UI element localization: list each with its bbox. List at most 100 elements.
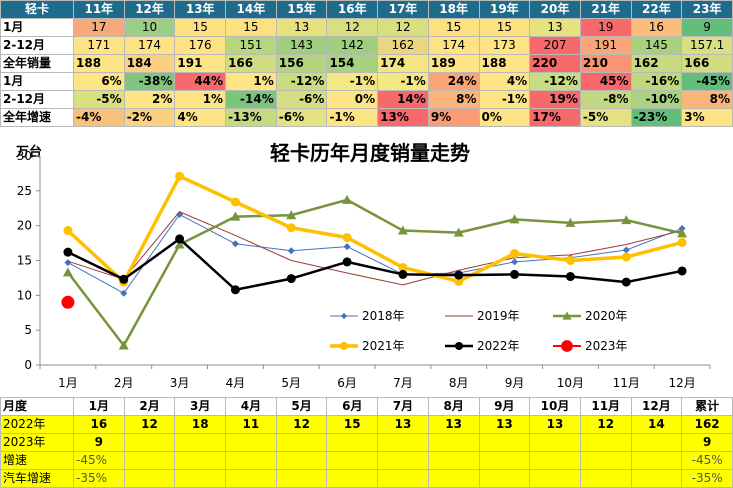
table-cell: -5% <box>73 90 125 109</box>
table-cell: -6% <box>275 108 328 127</box>
table-cell: 162 <box>377 36 429 55</box>
series-line <box>67 214 683 294</box>
data-point <box>174 239 185 249</box>
row-label: 1月 <box>0 18 74 37</box>
table-cell: -8% <box>579 90 632 109</box>
table-cell <box>529 469 581 488</box>
data-point <box>286 210 297 220</box>
table-cell: 14 <box>630 415 683 434</box>
data-point <box>510 249 520 259</box>
table-cell <box>225 433 277 452</box>
month-header: 7月 <box>377 397 429 416</box>
y-axis-label: 万台 <box>15 144 42 160</box>
data-point <box>63 247 73 257</box>
year-header: 19年 <box>478 0 531 19</box>
data-point <box>231 240 239 248</box>
table-cell: 10 <box>123 18 176 37</box>
table-cell <box>427 433 480 452</box>
data-point <box>286 274 296 284</box>
y-tick-label: 15 <box>17 254 32 268</box>
x-tick-label: 11月 <box>613 376 640 390</box>
table-cell: 4% <box>174 108 227 127</box>
data-point <box>342 257 352 267</box>
data-point <box>339 341 349 351</box>
y-tick-label: 5 <box>24 323 32 337</box>
year-header: 18年 <box>427 0 480 19</box>
row-label: 增速 <box>0 451 74 470</box>
data-point <box>175 234 185 244</box>
data-point <box>398 262 408 272</box>
x-tick-label: 7月 <box>393 376 413 390</box>
table-cell: -35% <box>73 469 125 488</box>
table-cell: 9 <box>73 433 125 452</box>
table-cell: 166 <box>681 54 733 73</box>
series-2022年 <box>63 234 687 295</box>
month-header: 5月 <box>275 397 328 416</box>
data-point <box>120 289 128 297</box>
table-cell: 14% <box>377 90 429 109</box>
table-cell: 13 <box>427 415 480 434</box>
table-cell: 12 <box>275 415 328 434</box>
table-cell <box>377 433 429 452</box>
legend-label: 2022年 <box>477 339 520 353</box>
data-point <box>342 194 353 204</box>
y-tick-label: 25 <box>17 184 32 198</box>
row-label: 全年销量 <box>0 54 74 73</box>
table-cell: -1% <box>478 90 531 109</box>
data-point <box>118 340 129 350</box>
table-cell: -12% <box>529 72 581 91</box>
month-header: 11月 <box>579 397 632 416</box>
axes: 0 5 10 15 20 25 30 1月 2月 3月 4月 5月 6月 7月 8月 9月 10月 11月 12月 <box>17 149 711 390</box>
legend-label: 2018年 <box>362 309 405 323</box>
table-cell: 207 <box>529 36 581 55</box>
table-cell <box>174 433 227 452</box>
month-header: 12月 <box>630 397 683 416</box>
year-header: 14年 <box>225 0 277 19</box>
table-cell: 162 <box>681 415 733 434</box>
table-cell: 143 <box>275 36 328 55</box>
y-tick-label: 10 <box>17 288 32 302</box>
table-cell: -12% <box>275 72 328 91</box>
table-cell: 1% <box>174 90 227 109</box>
table-cell <box>630 451 683 470</box>
series-line <box>67 211 683 286</box>
table-cell <box>123 469 176 488</box>
data-point <box>677 237 687 247</box>
month-header: 8月 <box>427 397 480 416</box>
table-cell <box>427 469 480 488</box>
year-header: 13年 <box>174 0 227 19</box>
x-tick-label: 8月 <box>449 376 469 390</box>
table-cell: 15 <box>478 18 531 37</box>
series-2023年 <box>61 295 75 309</box>
table-cell: 24% <box>427 72 480 91</box>
table-cell: 0% <box>478 108 531 127</box>
table-cell: -45% <box>681 451 733 470</box>
legend-item: 2023年 <box>553 339 628 353</box>
table-cell: 17% <box>529 108 581 127</box>
table-cell: 173 <box>478 36 531 55</box>
table-cell: 12 <box>123 415 176 434</box>
table-cell: 13% <box>377 108 429 127</box>
table-cell: 45% <box>579 72 632 91</box>
table-corner-label: 月度 <box>0 397 74 416</box>
table-cell: 11 <box>225 415 277 434</box>
table-cell <box>579 469 632 488</box>
table-cell: 15 <box>427 18 480 37</box>
year-header: 17年 <box>377 0 429 19</box>
table-header-row: 轻卡 11年 12年 13年 14年 15年 16年 17年 18年 19年 20年 21年 22年 23… <box>0 0 733 19</box>
data-point <box>287 247 295 255</box>
data-point <box>230 285 240 295</box>
data-point <box>62 267 73 277</box>
data-point <box>561 340 573 352</box>
table-cell: 6% <box>73 72 125 91</box>
table-cell <box>123 451 176 470</box>
table-cell: -5% <box>579 108 632 127</box>
year-header: 16年 <box>326 0 379 19</box>
data-point <box>63 226 73 236</box>
table-cell: 16 <box>73 415 125 434</box>
table-cell: 156 <box>275 54 328 73</box>
row-label: 2-12月 <box>0 90 74 109</box>
year-header: 15年 <box>275 0 328 19</box>
table-cell: 1% <box>225 72 277 91</box>
table-cell: 8% <box>681 90 733 109</box>
